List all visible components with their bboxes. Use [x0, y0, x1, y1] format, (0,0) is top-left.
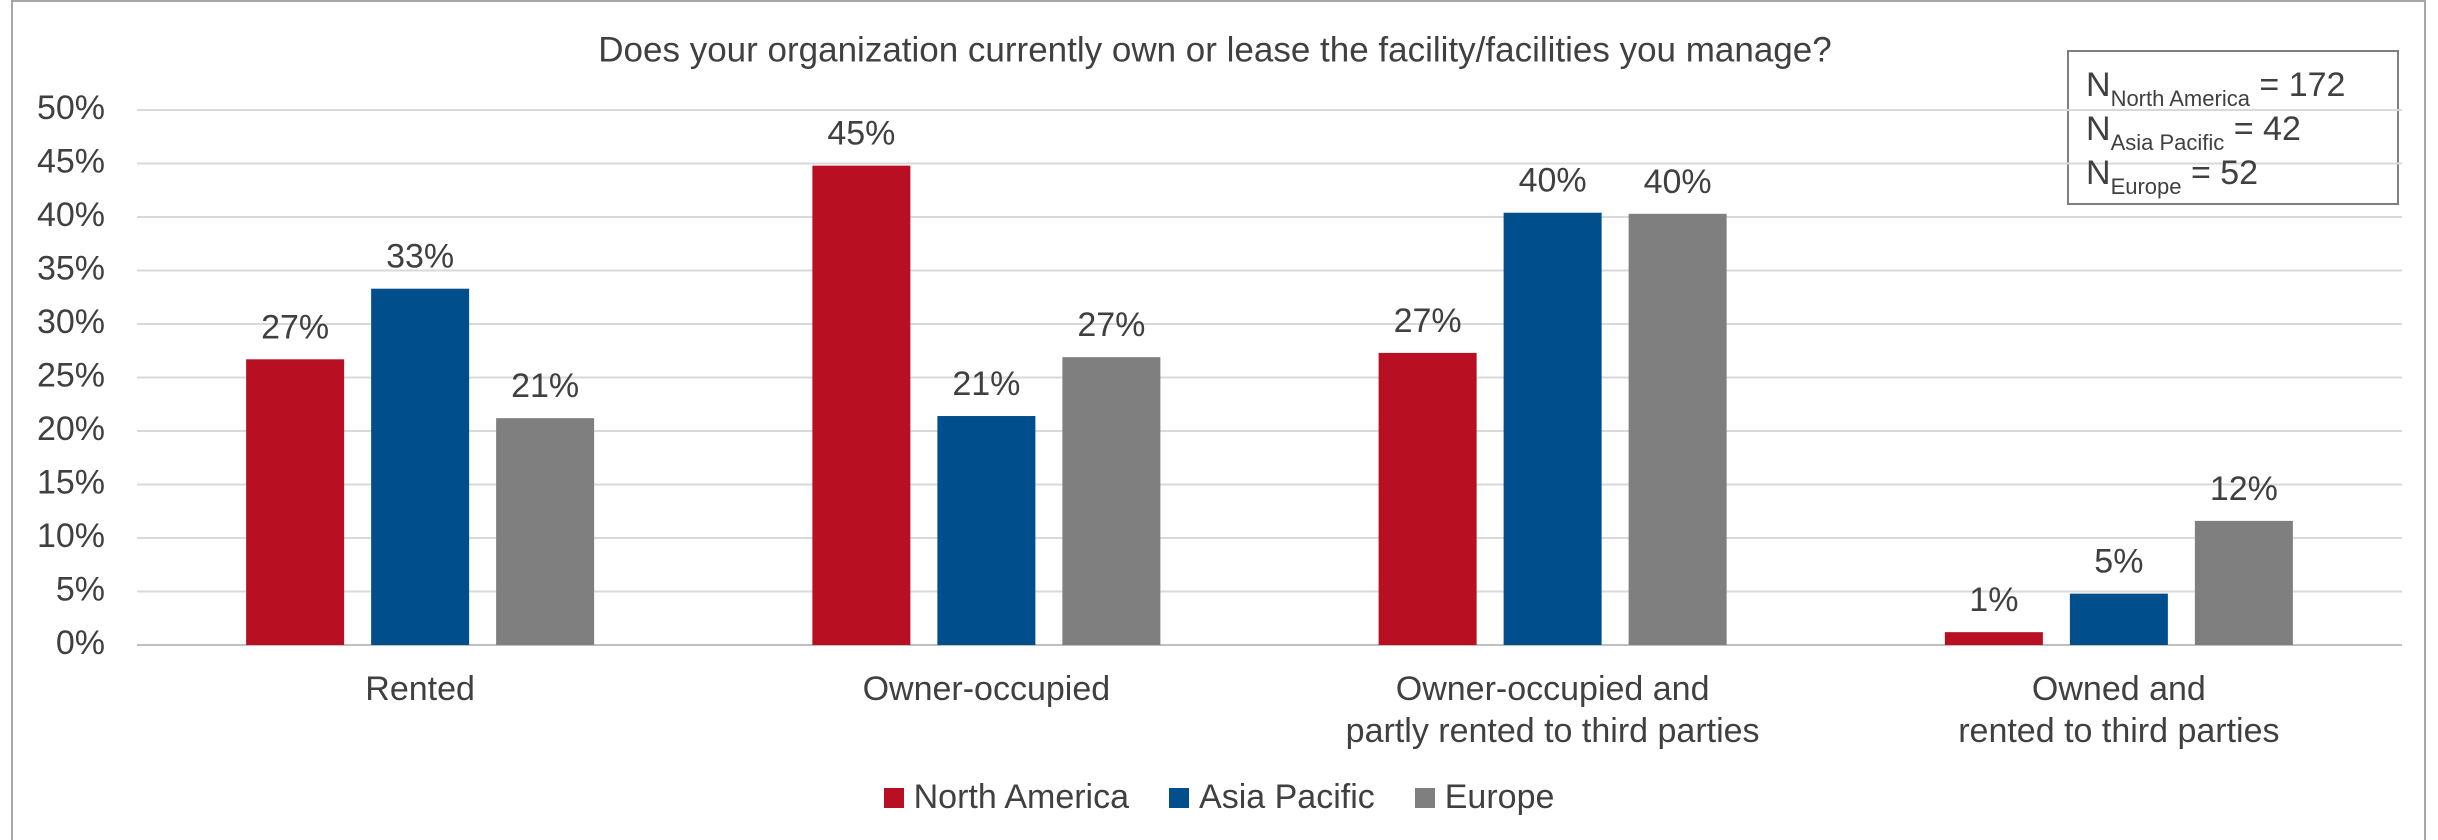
sample-size-note: NEurope = 52: [2086, 154, 2258, 199]
bar: [812, 165, 911, 645]
y-tick-label: 45%: [37, 142, 105, 180]
y-tick-label: 50%: [37, 89, 105, 127]
data-label: 5%: [2094, 543, 2143, 581]
y-tick-label: 15%: [37, 463, 105, 501]
legend-item: Asia Pacific: [1169, 778, 1375, 817]
x-tick-label: Owner-occupied: [862, 670, 1111, 708]
note-text: = 52: [2182, 154, 2259, 192]
bar: [1503, 212, 1602, 645]
bar: [1628, 213, 1727, 646]
data-label: 27%: [1394, 302, 1462, 340]
note-sub: Asia Pacific: [2111, 130, 2225, 155]
data-label: 21%: [511, 367, 579, 405]
legend-label: Asia Pacific: [1199, 778, 1375, 816]
bar: [937, 416, 1036, 645]
note-text: = 172: [2250, 66, 2345, 104]
legend-swatch: [1169, 787, 1190, 808]
x-tick-label: Owner-occupied and partly rented to thir…: [1345, 670, 1760, 750]
note-base: N: [2086, 110, 2111, 148]
legend-item: North America: [883, 778, 1130, 817]
y-tick-label: 40%: [37, 196, 105, 234]
data-label: 40%: [1644, 163, 1712, 201]
bar: [371, 288, 470, 645]
sample-size-note: NAsia Pacific = 42: [2086, 110, 2301, 155]
y-tick-label: 10%: [37, 517, 105, 555]
bar: [246, 359, 345, 645]
bar: [496, 418, 595, 645]
note-base: N: [2086, 154, 2111, 192]
data-label: 1%: [1969, 581, 2018, 619]
chart-frame: [11, 0, 2426, 840]
y-tick-label: 20%: [37, 410, 105, 448]
legend-label: Europe: [1444, 778, 1555, 816]
note-text: = 42: [2224, 110, 2301, 148]
x-tick-label: Rented: [365, 670, 475, 708]
legend-item: Europe: [1414, 778, 1555, 817]
data-label: 27%: [261, 308, 329, 346]
data-label: 21%: [952, 365, 1020, 403]
chart-title: Does your organization currently own or …: [598, 30, 1831, 69]
legend-swatch: [1414, 787, 1435, 808]
note-base: N: [2086, 66, 2111, 104]
legend-swatch: [883, 787, 904, 808]
bar: [2069, 593, 2168, 645]
legend-label: North America: [913, 778, 1130, 816]
note-sub: North America: [2111, 86, 2251, 111]
sample-size-box: [2067, 50, 2399, 205]
legend: North America Asia Pacific Europe: [0, 778, 2438, 817]
bar: [1062, 357, 1161, 645]
x-tick-label: Owned and rented to third parties: [1958, 670, 2280, 750]
note-sub: Europe: [2111, 174, 2182, 199]
y-tick-label: 0%: [56, 624, 105, 662]
bar: [2194, 520, 2293, 645]
y-tick-label: 35%: [37, 249, 105, 287]
data-label: 27%: [1077, 306, 1145, 344]
y-tick-label: 30%: [37, 303, 105, 341]
data-label: 45%: [827, 115, 895, 153]
data-label: 40%: [1519, 162, 1587, 200]
sample-size-note: NNorth America = 172: [2086, 66, 2345, 111]
bar: [1378, 352, 1477, 645]
data-label: 12%: [2210, 470, 2278, 508]
y-tick-label: 25%: [37, 356, 105, 394]
bar: [1944, 632, 2043, 645]
y-tick-label: 5%: [56, 570, 105, 608]
data-label: 33%: [386, 238, 454, 276]
